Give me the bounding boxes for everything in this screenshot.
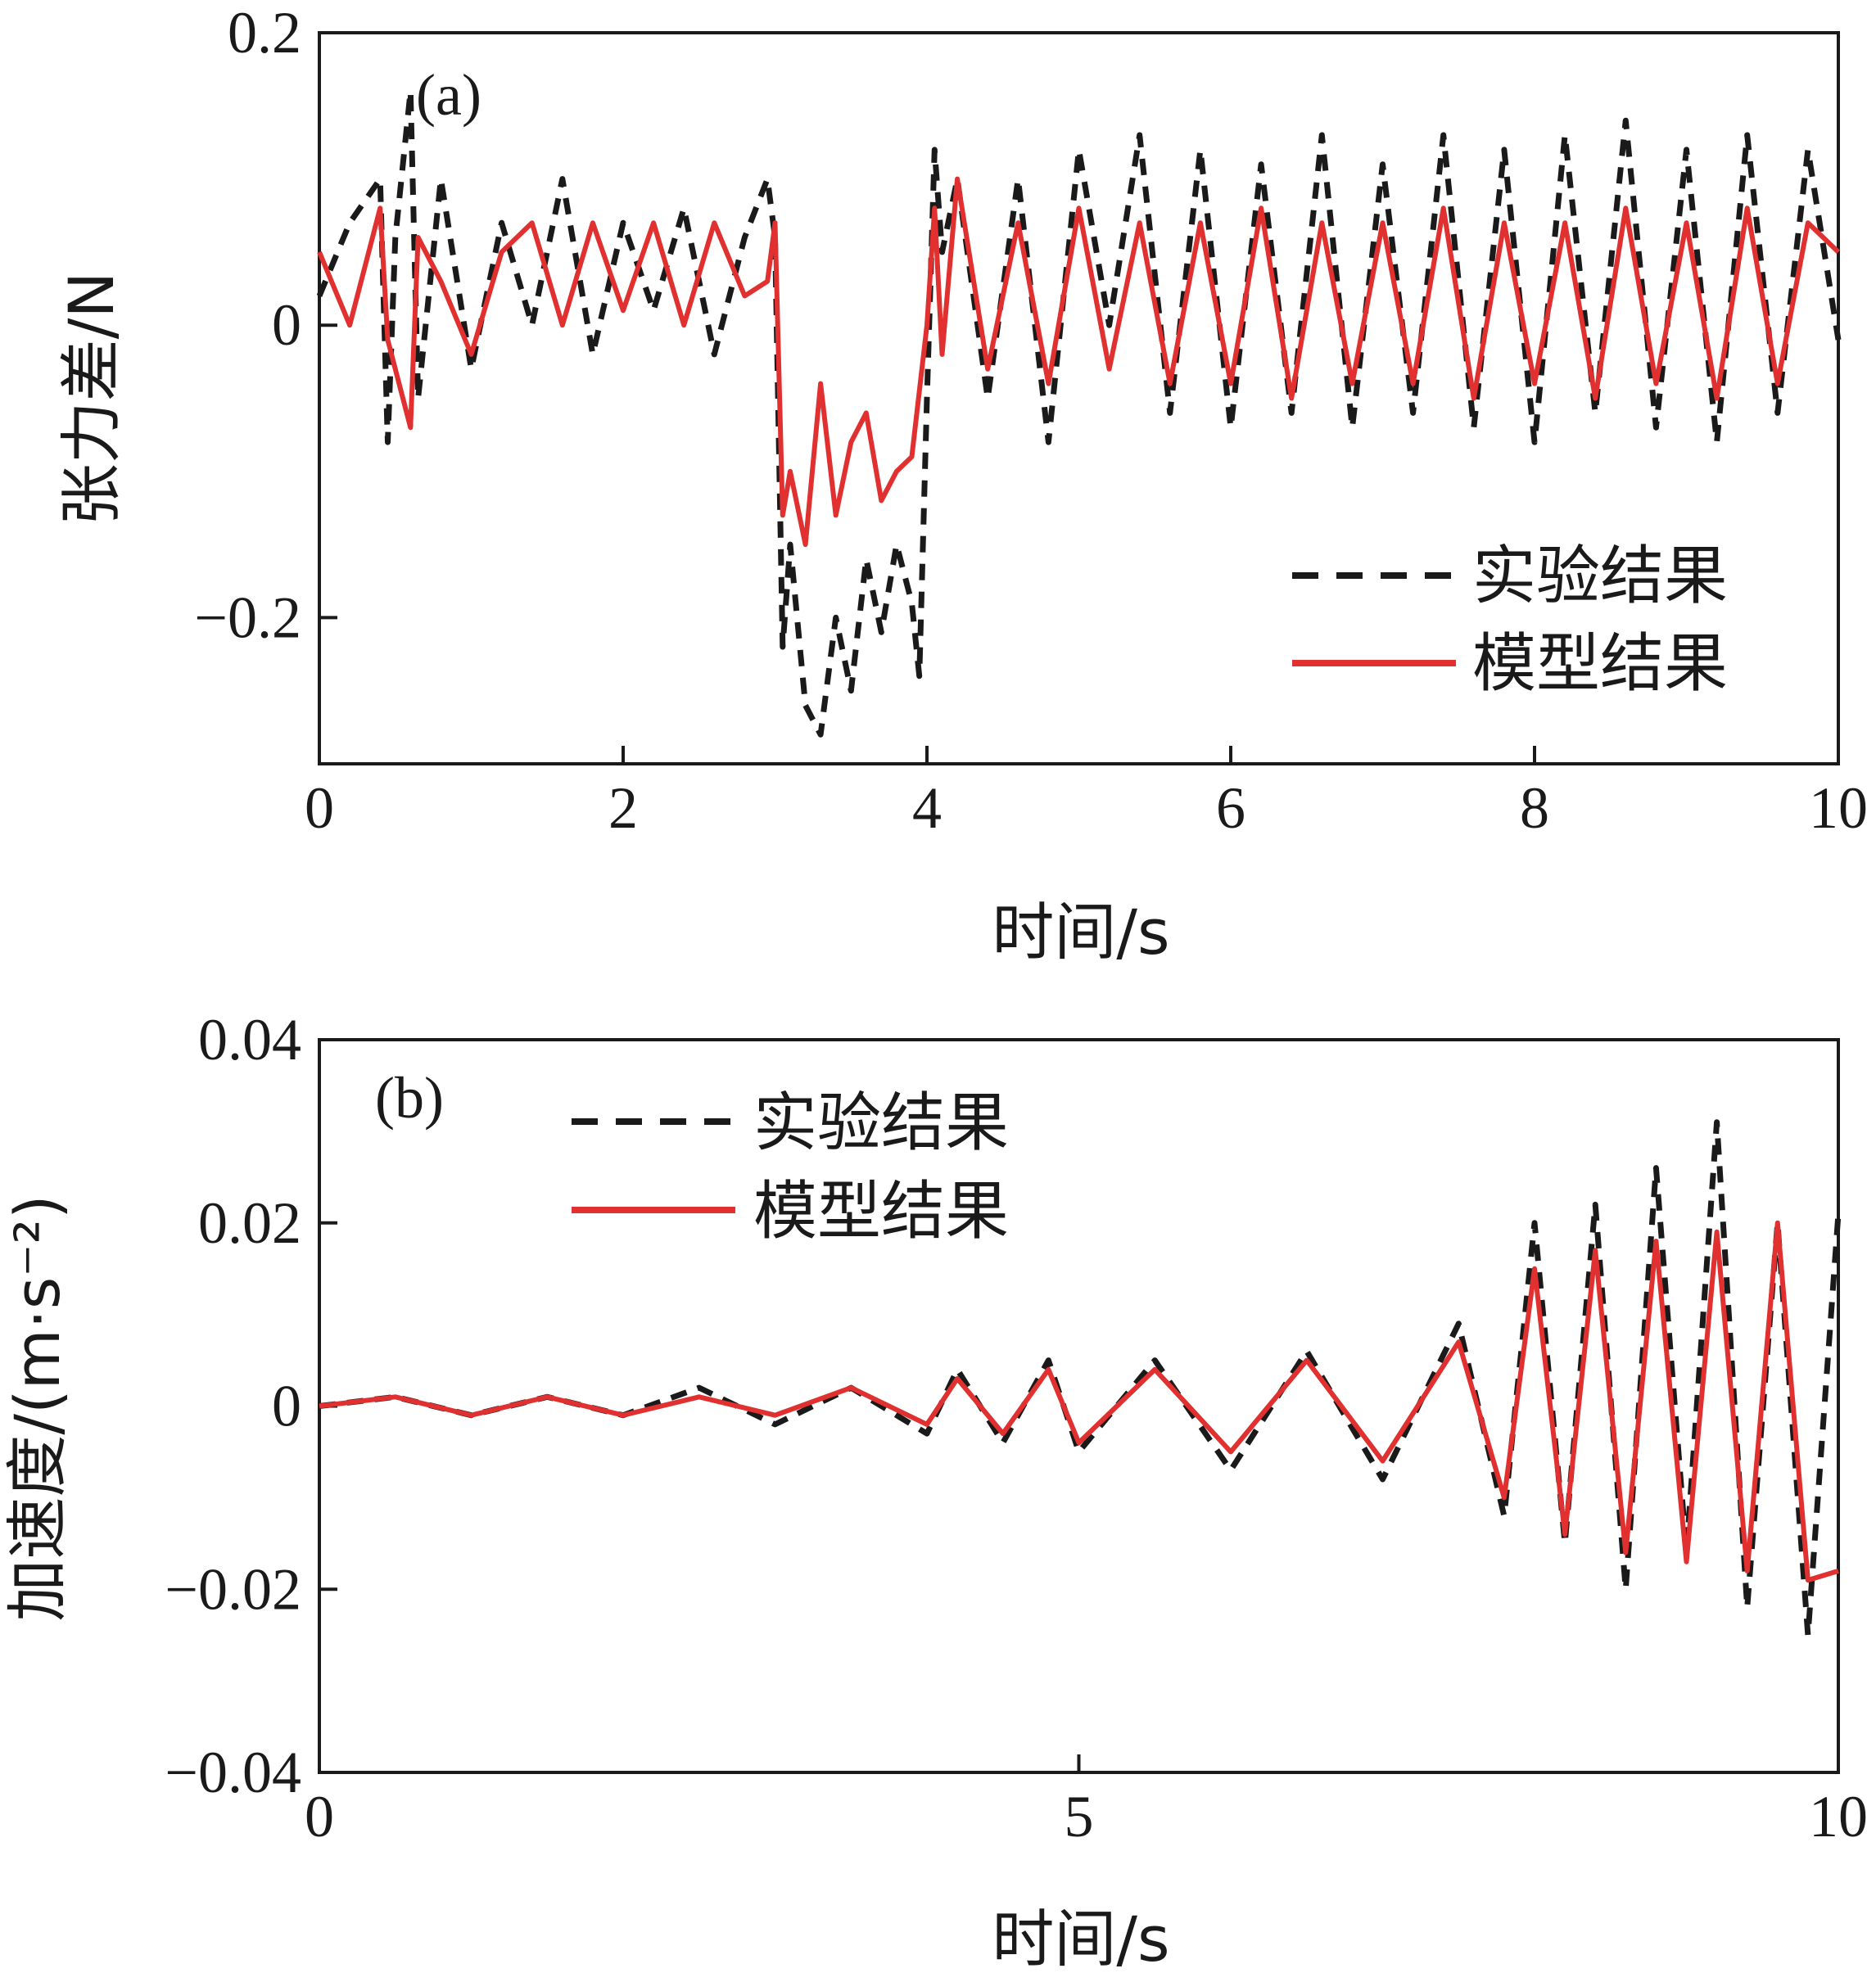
y-ticks-a: 0.2 0 −0.2 — [194, 0, 337, 650]
y-tick-label-b-2: 0 — [272, 1374, 301, 1439]
legend-label-model-b: 模型结果 — [753, 1175, 1009, 1248]
series-b — [319, 1119, 1842, 1638]
legend-a: 实验结果 模型结果 — [1292, 540, 1728, 701]
x-tick-label-b-2: 10 — [1809, 1784, 1868, 1849]
x-tick-label-a-5: 10 — [1809, 775, 1868, 841]
panel-b: 0 5 10 0.04 0.02 0 −0.02 −0.04 (b) 时间/s 加速度/(m… — [1, 1007, 1868, 1973]
panel-a: 0 2 4 6 8 10 0.2 0 −0.2 (a) 时间/s 张力差/N 实验结果 模型结… — [55, 0, 1868, 968]
y-tick-label-b-4: −0.04 — [165, 1740, 301, 1805]
x-ticks-b: 0 5 10 — [305, 1754, 1868, 1849]
x-tick-label-a-4: 8 — [1520, 775, 1549, 841]
y-axis-title-a: 张力差/N — [55, 272, 128, 526]
x-axis-title-b: 时间/s — [992, 1903, 1169, 1973]
x-tick-label-b-1: 5 — [1065, 1784, 1094, 1849]
legend-b: 实验结果 模型结果 — [572, 1086, 1009, 1248]
legend-label-experimental-b: 实验结果 — [753, 1086, 1009, 1160]
panel-label-a: (a) — [416, 62, 481, 128]
legend-label-model-a: 模型结果 — [1472, 627, 1728, 701]
y-axis-title-b: 加速度/(m·s⁻²) — [1, 1194, 74, 1621]
series-a — [316, 88, 1842, 738]
x-ticks-a: 0 2 4 6 8 10 — [305, 746, 1868, 841]
x-tick-label-a-0: 0 — [305, 775, 334, 841]
y-tick-label-b-1: 0.02 — [198, 1190, 301, 1256]
y-tick-label-a-2: −0.2 — [194, 585, 301, 650]
y-ticks-b: 0.04 0.02 0 −0.02 −0.04 — [165, 1007, 337, 1805]
plot-frame-a — [318, 31, 1840, 765]
x-tick-label-a-3: 6 — [1216, 775, 1245, 841]
y-tick-label-a-0: 0.2 — [228, 0, 301, 65]
y-tick-label-b-3: −0.02 — [165, 1556, 301, 1622]
series-line-b-model — [319, 1220, 1839, 1583]
series-line-a-model — [317, 176, 1841, 548]
x-tick-label-a-2: 4 — [912, 775, 942, 841]
y-tick-label-b-0: 0.04 — [198, 1007, 301, 1072]
x-tick-label-a-1: 2 — [608, 775, 638, 841]
legend-label-experimental-a: 实验结果 — [1472, 540, 1728, 613]
panel-label-b: (b) — [375, 1065, 444, 1131]
y-tick-label-a-1: 0 — [272, 292, 301, 358]
x-axis-title-a: 时间/s — [992, 896, 1169, 968]
x-tick-label-b-0: 0 — [305, 1784, 334, 1849]
